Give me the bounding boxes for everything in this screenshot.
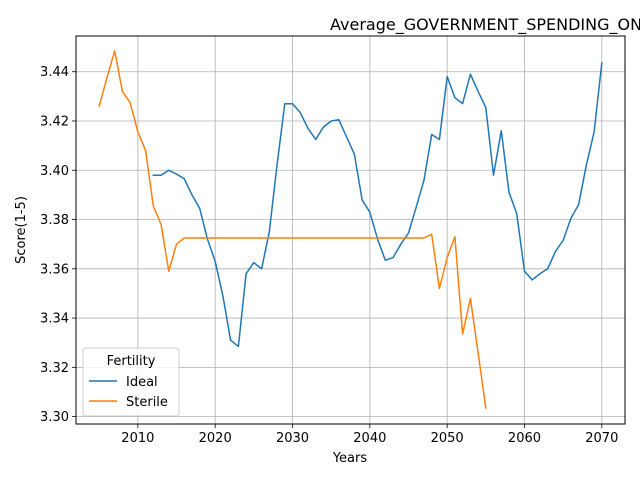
y-axis: 3.30 3.32 3.34 3.36 3.38 3.40 3.42 3.44 — [40, 65, 76, 425]
legend-label-ideal: Ideal — [126, 375, 158, 390]
chart-title: Average_GOVERNMENT_SPENDING_ON_LAW_ENFOR… — [330, 15, 640, 35]
y-tick-label: 3.40 — [40, 164, 69, 179]
x-axis: 2010 2020 2030 2040 2050 2060 2070 — [121, 424, 618, 446]
y-tick-label: 3.44 — [40, 65, 69, 80]
y-tick-label: 3.42 — [40, 114, 69, 129]
x-tick-label: 2060 — [508, 431, 541, 446]
x-tick-label: 2050 — [431, 431, 464, 446]
legend-box — [82, 347, 180, 417]
x-tick-label: 2070 — [585, 431, 618, 446]
x-axis-label: Years — [332, 451, 368, 466]
y-tick-label: 3.30 — [40, 410, 69, 425]
y-tick-label: 3.38 — [40, 213, 69, 228]
series-layer — [98, 50, 603, 409]
y-tick-label: 3.32 — [40, 361, 69, 376]
y-axis-label: Score(1-5) — [14, 196, 29, 264]
x-tick-label: 2020 — [199, 431, 232, 446]
legend-label-sterile: Sterile — [126, 395, 168, 410]
series-line-ideal — [152, 62, 603, 348]
y-tick-label: 3.36 — [40, 262, 69, 277]
x-tick-label: 2040 — [353, 431, 386, 446]
x-tick-label: 2030 — [276, 431, 309, 446]
series-line-sterile — [98, 50, 487, 409]
x-tick-label: 2010 — [121, 431, 154, 446]
plot-frame — [75, 35, 626, 425]
legend: Fertility Ideal Sterile — [82, 347, 180, 417]
y-tick-label: 3.34 — [40, 312, 69, 327]
legend-title: Fertility — [107, 354, 156, 369]
